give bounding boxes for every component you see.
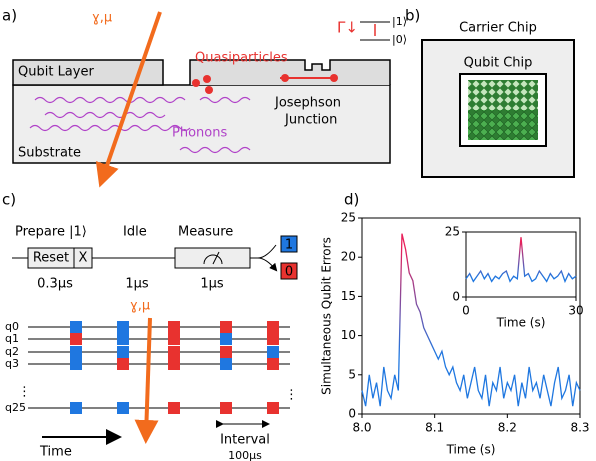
charts: 0 5 10 15 20 25 8.0 8.1 8.2 8.3 Time (s) Simultaneo… — [320, 191, 590, 457]
outcome — [220, 402, 232, 414]
x-tick-label: 8.2 — [498, 421, 517, 435]
radiation-arrow — [146, 318, 150, 436]
outcome — [117, 346, 129, 358]
quasiparticles-label: Quasiparticles — [195, 51, 288, 66]
ellipsis: ⋮ — [18, 385, 31, 400]
x-tick-label: 0 — [462, 304, 470, 318]
interval-label: Interval — [220, 433, 270, 448]
duration: 0.3μs — [37, 277, 73, 292]
carrier-label: Carrier Chip — [459, 21, 537, 36]
phonons-label: Phonons — [172, 126, 227, 141]
measure-box — [175, 248, 250, 268]
outcome — [70, 358, 82, 370]
gate-label: Reset — [33, 251, 69, 266]
panel-label: a) — [2, 7, 17, 25]
outcome — [267, 321, 279, 333]
gamma-label: Γ↓ — [337, 19, 358, 37]
outcome — [117, 321, 129, 333]
y-tick-label: 15 — [341, 289, 356, 303]
qubit-label: q1 — [5, 332, 19, 345]
outcome — [117, 333, 129, 345]
junction-label: Junction — [284, 113, 337, 128]
y-axis-label: Simultaneous Qubit Errors — [320, 237, 334, 395]
outcome — [220, 333, 232, 345]
radiation-label: ɣ,μ — [130, 299, 150, 314]
y-tick-label: 5 — [348, 367, 356, 381]
layer-label: Qubit Layer — [18, 65, 94, 80]
outcome — [70, 346, 82, 358]
panel-label: c) — [2, 191, 16, 209]
y-tick-label: 25 — [341, 211, 356, 225]
outcome — [70, 333, 82, 345]
x-axis-label: Time (s) — [446, 443, 496, 457]
interval-value: 100μs — [228, 449, 262, 461]
y-tick-label: 0 — [452, 290, 460, 304]
outcome — [168, 333, 180, 345]
stage-label: Measure — [178, 225, 233, 240]
outcome — [267, 402, 279, 414]
y-tick-label: 0 — [348, 407, 356, 421]
y-tick-label: 20 — [341, 250, 356, 264]
gate-label: X — [79, 251, 88, 266]
outcome — [267, 346, 279, 358]
x-tick-label: 8.0 — [352, 421, 371, 435]
panel-label: b) — [405, 7, 420, 25]
outcome — [117, 358, 129, 370]
qubit-label: q25 — [5, 401, 26, 414]
y-tick-label: 10 — [341, 328, 356, 342]
junction-label: Josephson — [274, 96, 341, 111]
outcome — [267, 333, 279, 345]
level-label: |0⟩ — [392, 33, 407, 46]
outcome — [267, 358, 279, 370]
outcome — [117, 402, 129, 414]
time-label: Time — [39, 445, 72, 460]
outcome — [70, 321, 82, 333]
duration: 1μs — [200, 277, 224, 292]
outcome-label: 1 — [285, 238, 293, 253]
substrate-label: Substrate — [18, 146, 81, 161]
radiation-label: ɣ,μ — [92, 11, 112, 26]
stage-label: Idle — [123, 225, 147, 240]
outcome — [168, 358, 180, 370]
qubit-array — [468, 80, 538, 110]
outcome — [70, 402, 82, 414]
outcome-label: 0 — [285, 265, 293, 280]
outcome — [220, 358, 232, 370]
figure: a) ɣ,μ Quasiparticles Qubit Layer Joseph… — [0, 0, 596, 461]
outcome — [168, 402, 180, 414]
stage-label: Prepare |1⟩ — [15, 225, 87, 240]
outcome — [220, 346, 232, 358]
outcome — [168, 321, 180, 333]
x-tick-label: 8.1 — [425, 421, 444, 435]
outcome — [220, 321, 232, 333]
chip-label: Qubit Chip — [464, 56, 533, 71]
output-arrows — [258, 245, 276, 270]
qubit-array — [468, 110, 538, 140]
qubit-label: q3 — [5, 357, 19, 370]
duration: 1μs — [125, 277, 149, 292]
outcome — [168, 346, 180, 358]
panel-label: d) — [344, 191, 359, 209]
x-tick-label: 8.3 — [570, 421, 589, 435]
x-tick-label: 30 — [568, 304, 583, 318]
ellipsis: ⋮ — [285, 388, 298, 403]
x-axis-label: Time (s) — [496, 316, 546, 330]
y-tick-label: 25 — [445, 225, 460, 239]
